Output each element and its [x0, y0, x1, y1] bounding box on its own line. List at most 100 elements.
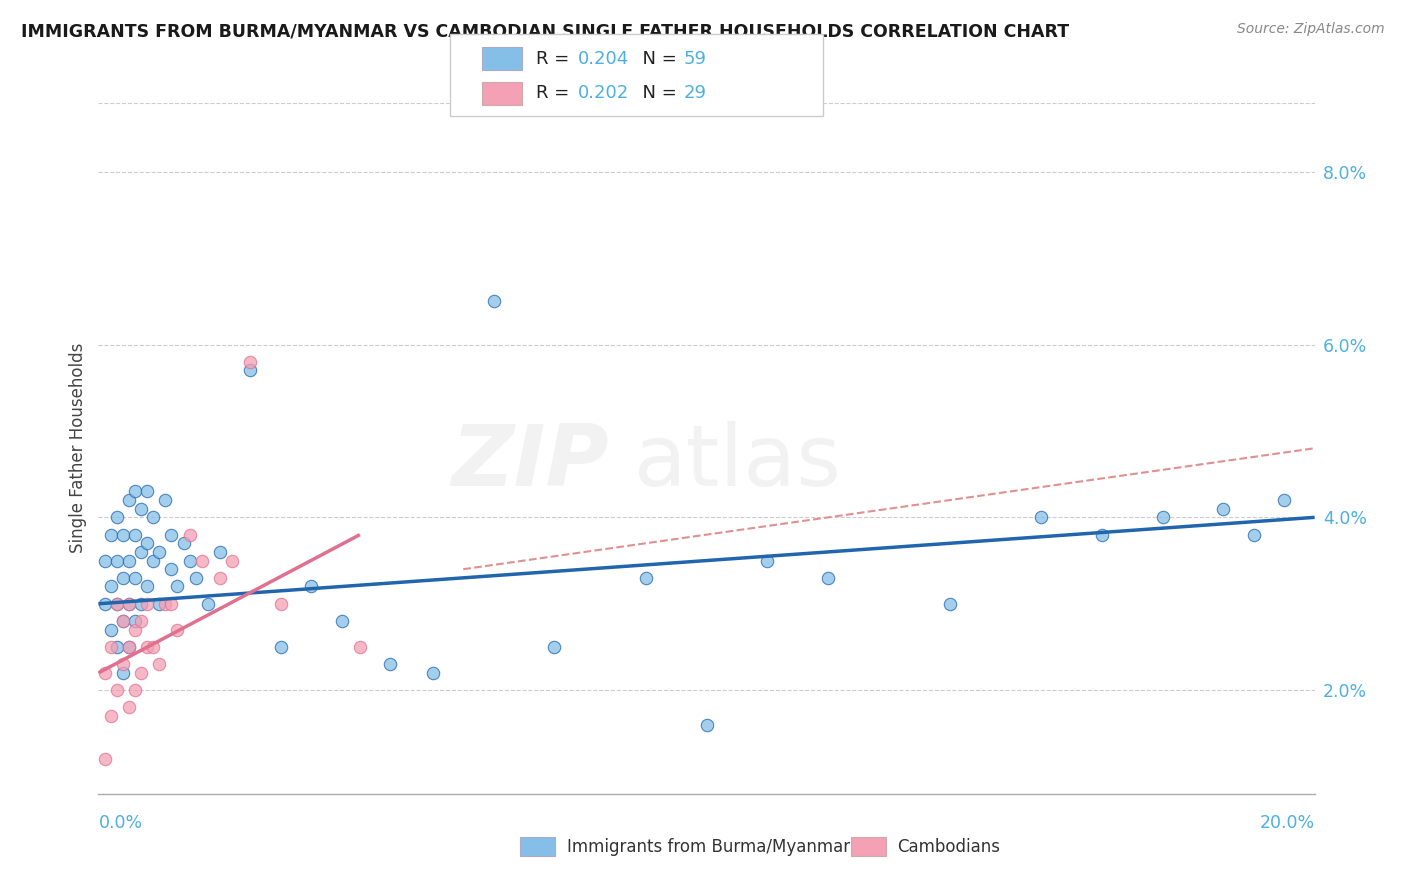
Point: [105, 597, 128, 611]
Point: [105, 597, 128, 611]
Point: [100, 527, 122, 541]
Point: [118, 640, 141, 654]
Point: [111, 614, 134, 628]
Point: [197, 597, 219, 611]
Text: 0.202: 0.202: [578, 84, 628, 103]
Point: [166, 580, 188, 594]
Point: [118, 597, 141, 611]
Point: [118, 597, 141, 611]
Text: 20.0%: 20.0%: [1260, 814, 1315, 832]
Text: 0.204: 0.204: [578, 50, 628, 68]
Point: [756, 553, 779, 567]
Point: [349, 640, 371, 654]
Point: [482, 294, 505, 309]
Text: 29: 29: [683, 84, 706, 103]
Point: [129, 665, 152, 680]
Point: [142, 510, 165, 524]
Point: [100, 580, 122, 594]
Point: [148, 597, 170, 611]
Point: [634, 571, 657, 585]
Point: [100, 709, 122, 723]
Point: [136, 580, 159, 594]
Point: [136, 484, 159, 499]
Point: [148, 657, 170, 672]
Text: IMMIGRANTS FROM BURMA/MYANMAR VS CAMBODIAN SINGLE FATHER HOUSEHOLDS CORRELATION : IMMIGRANTS FROM BURMA/MYANMAR VS CAMBODI…: [21, 22, 1069, 40]
Point: [179, 553, 201, 567]
Text: Source: ZipAtlas.com: Source: ZipAtlas.com: [1237, 22, 1385, 37]
Point: [100, 623, 122, 637]
Point: [129, 597, 152, 611]
Point: [124, 614, 146, 628]
Point: [1091, 527, 1114, 541]
Point: [105, 553, 128, 567]
Point: [1029, 510, 1052, 524]
Point: [221, 553, 243, 567]
Point: [184, 571, 207, 585]
Point: [380, 657, 402, 672]
Point: [124, 683, 146, 698]
Point: [209, 545, 232, 559]
Point: [105, 683, 128, 698]
Point: [1212, 501, 1234, 516]
Point: [111, 657, 134, 672]
Point: [136, 640, 159, 654]
Point: [129, 501, 152, 516]
Point: [129, 614, 152, 628]
Point: [142, 640, 165, 654]
Point: [111, 571, 134, 585]
Point: [270, 597, 292, 611]
Point: [148, 545, 170, 559]
Point: [136, 536, 159, 550]
Y-axis label: Single Father Households: Single Father Households: [69, 343, 87, 553]
Point: [105, 510, 128, 524]
Point: [939, 597, 962, 611]
Point: [155, 597, 177, 611]
Text: R =: R =: [536, 50, 575, 68]
Point: [100, 640, 122, 654]
Point: [111, 665, 134, 680]
Point: [155, 493, 177, 508]
Text: R =: R =: [536, 84, 575, 103]
Text: atlas: atlas: [634, 420, 842, 504]
Point: [118, 640, 141, 654]
Point: [209, 571, 232, 585]
Point: [179, 527, 201, 541]
Point: [422, 665, 444, 680]
Point: [191, 553, 214, 567]
Point: [160, 527, 183, 541]
Point: [1152, 510, 1174, 524]
Point: [136, 597, 159, 611]
Point: [166, 623, 188, 637]
Point: [696, 717, 718, 731]
Point: [1272, 493, 1295, 508]
Point: [160, 597, 183, 611]
Text: Immigrants from Burma/Myanmar: Immigrants from Burma/Myanmar: [567, 838, 849, 855]
Point: [118, 553, 141, 567]
Point: [173, 536, 195, 550]
Point: [105, 640, 128, 654]
Point: [299, 580, 322, 594]
Point: [270, 640, 292, 654]
Point: [111, 527, 134, 541]
Point: [124, 484, 146, 499]
Point: [111, 614, 134, 628]
Point: [124, 527, 146, 541]
Point: [93, 597, 115, 611]
Text: 0.0%: 0.0%: [98, 814, 142, 832]
Point: [142, 553, 165, 567]
Point: [239, 363, 262, 377]
Point: [124, 571, 146, 585]
Point: [118, 700, 141, 714]
Text: Cambodians: Cambodians: [897, 838, 1000, 855]
Point: [124, 623, 146, 637]
Point: [817, 571, 839, 585]
Point: [543, 640, 565, 654]
Point: [129, 545, 152, 559]
Point: [93, 752, 115, 766]
Point: [118, 493, 141, 508]
Point: [1243, 527, 1265, 541]
Text: ZIP: ZIP: [451, 420, 609, 504]
Point: [160, 562, 183, 576]
Point: [239, 355, 262, 369]
Point: [93, 665, 115, 680]
